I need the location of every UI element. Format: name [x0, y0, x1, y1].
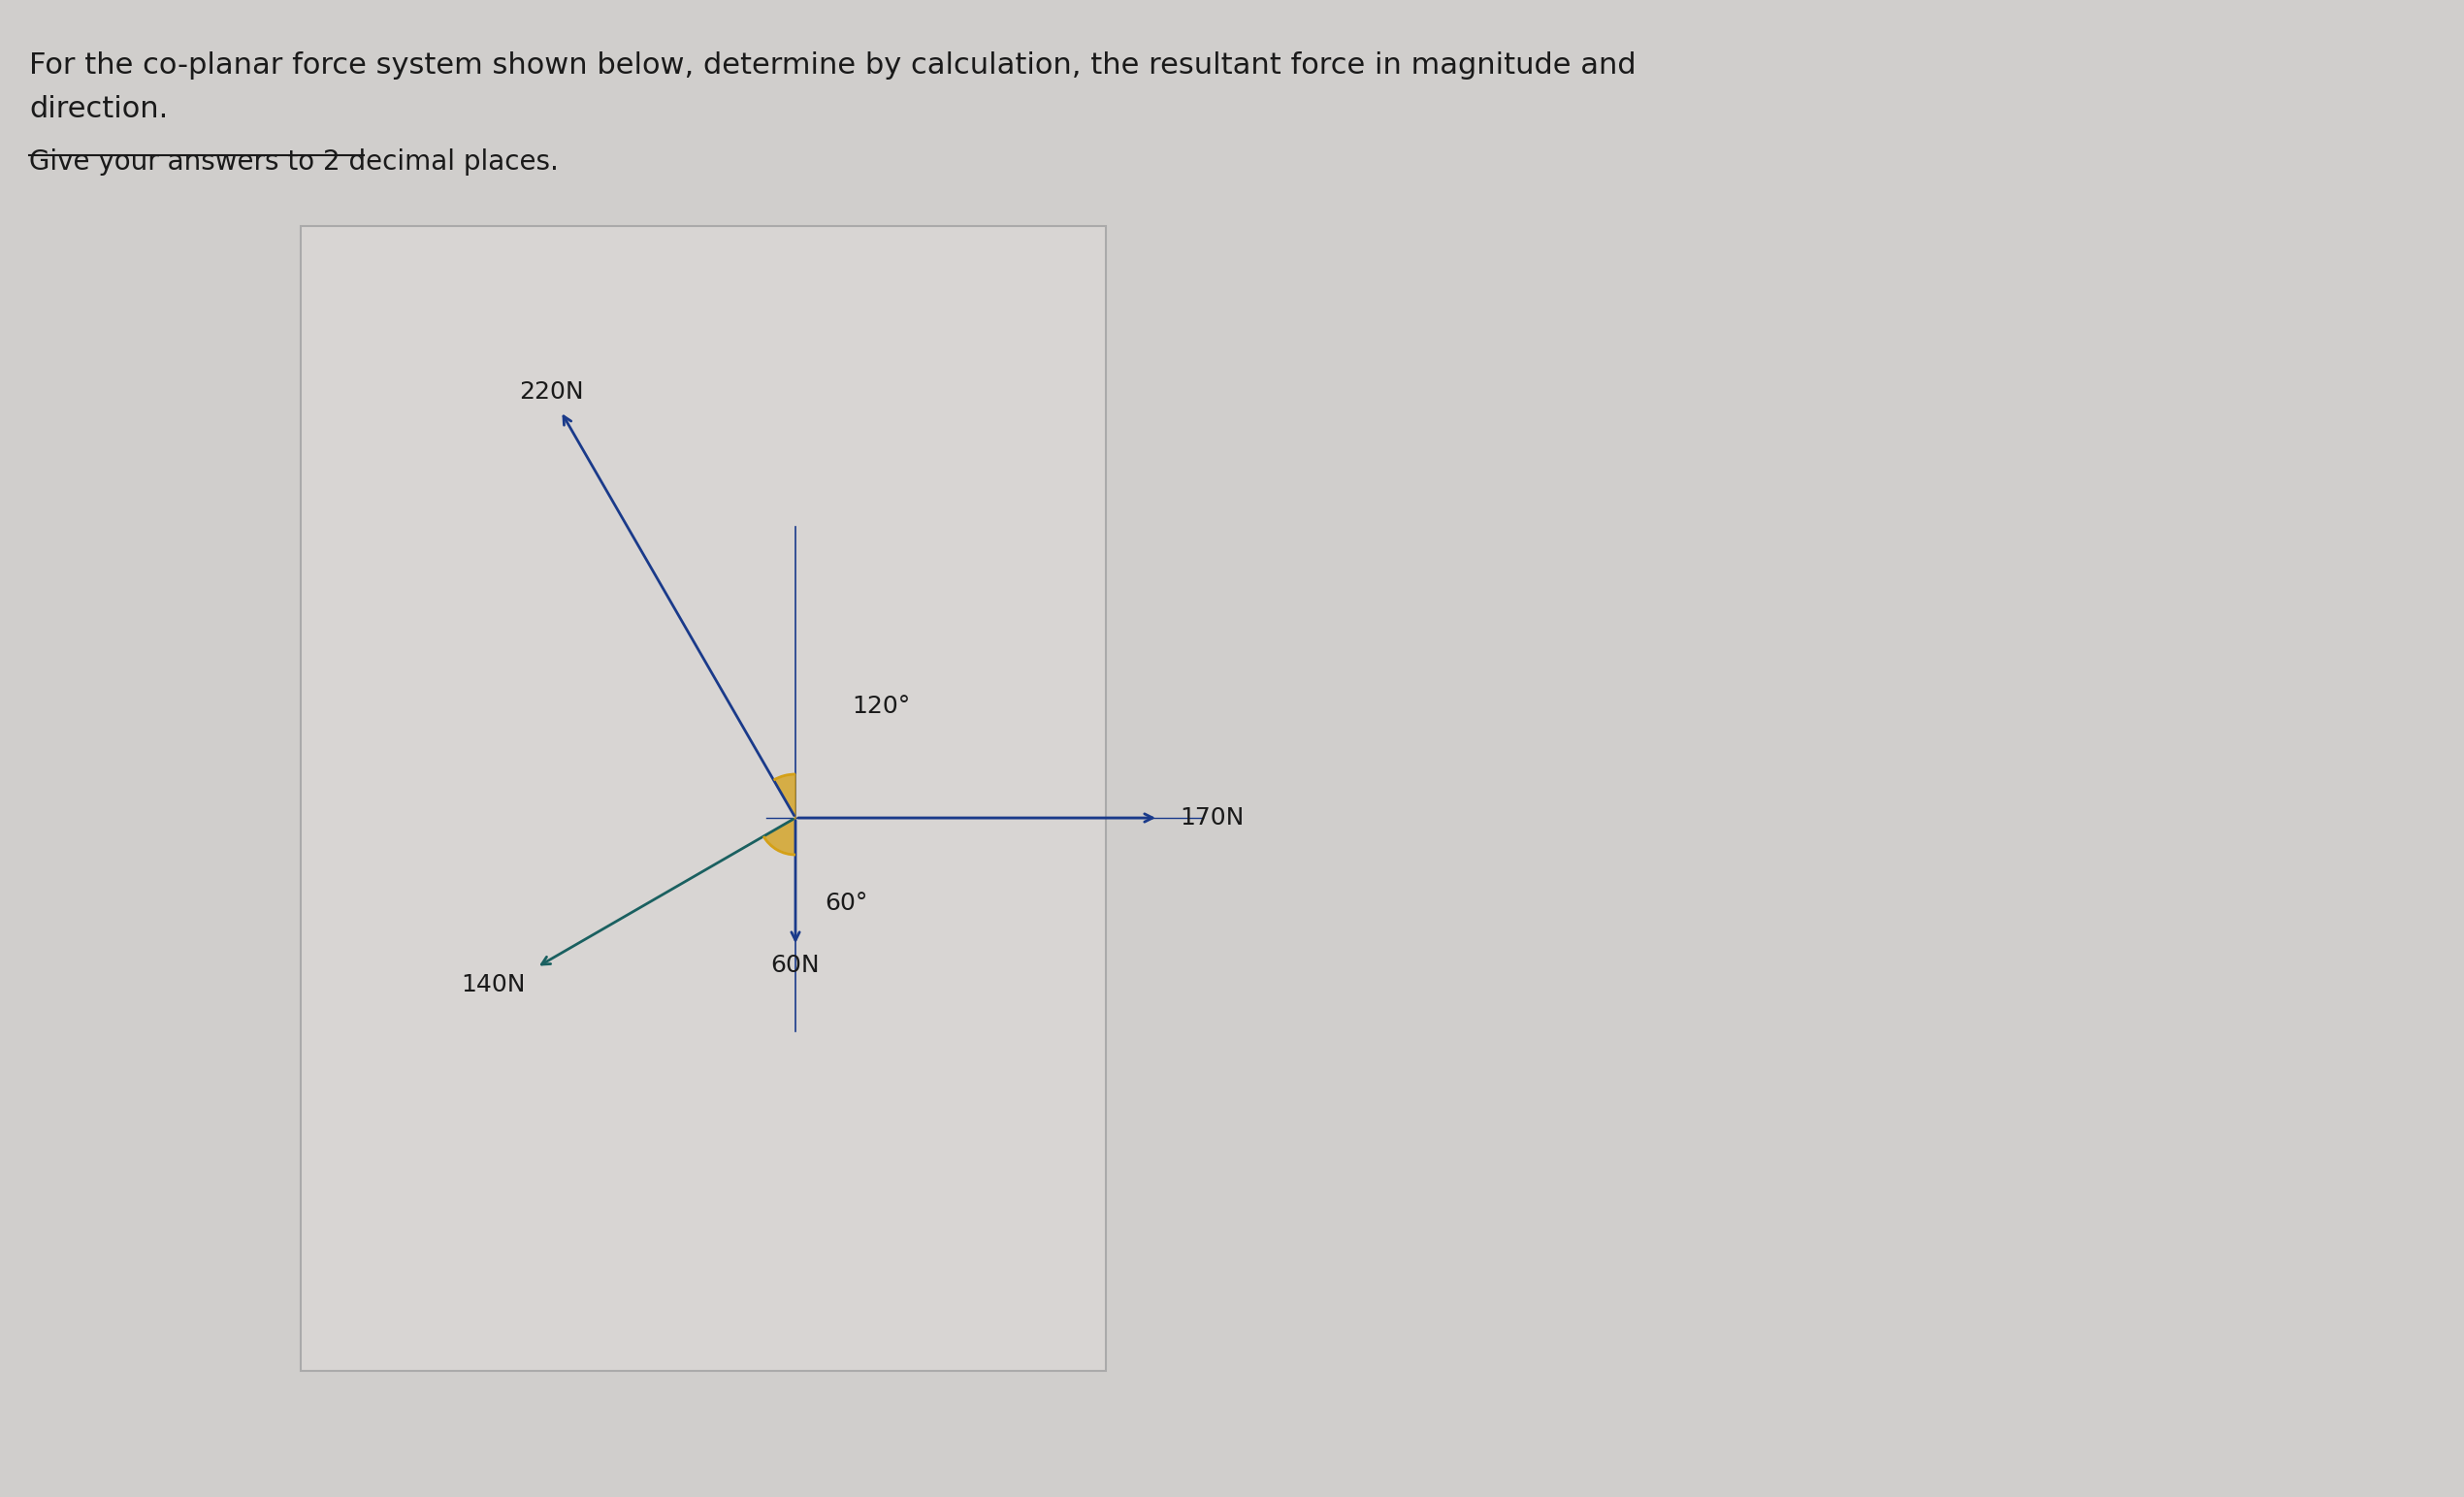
Text: direction.: direction. [30, 96, 168, 123]
FancyBboxPatch shape [301, 226, 1106, 1371]
Text: 120°: 120° [853, 695, 909, 719]
Polygon shape [764, 817, 796, 855]
Text: For the co-planar force system shown below, determine by calculation, the result: For the co-planar force system shown bel… [30, 51, 1636, 79]
Polygon shape [774, 774, 796, 817]
Text: Give your answers to 2 decimal places.: Give your answers to 2 decimal places. [30, 148, 559, 175]
Text: 60°: 60° [825, 892, 867, 915]
Text: 220N: 220N [520, 380, 584, 404]
Text: 140N: 140N [461, 973, 525, 997]
Text: 170N: 170N [1180, 807, 1244, 829]
Text: 60N: 60N [771, 954, 821, 978]
